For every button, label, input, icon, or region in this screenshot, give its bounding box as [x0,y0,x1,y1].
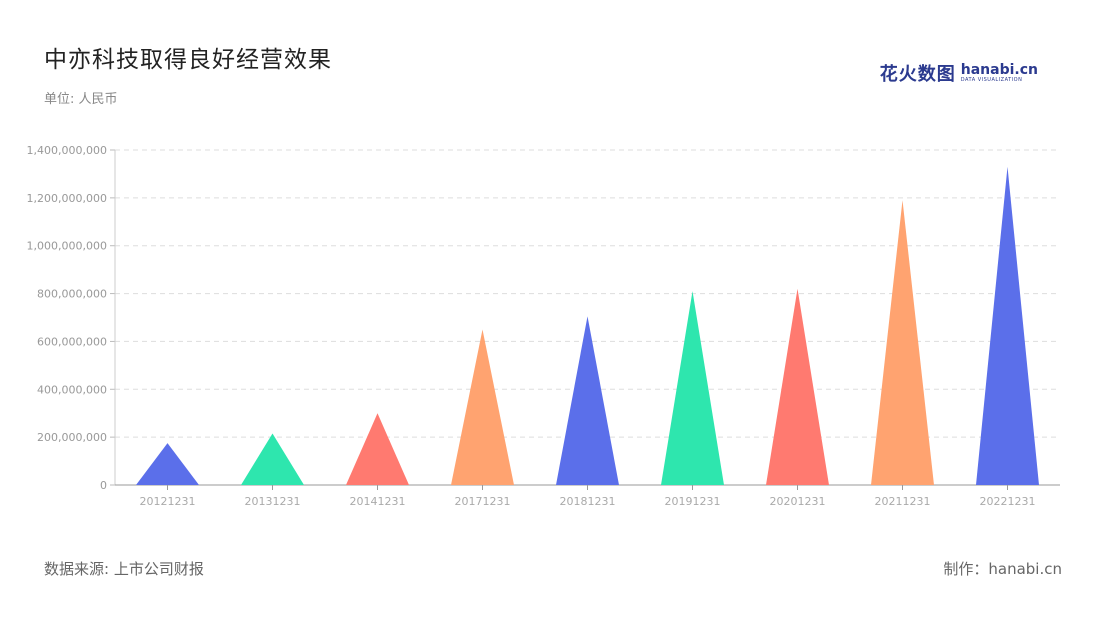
logo-en-subtext: DATA VISUALIZATION [960,77,1023,83]
brand-logo: 花火数图 hanabi.cn DATA VISUALIZATION [880,60,1038,86]
y-tick-label: 800,000,000 [37,288,107,301]
logo-en-text: hanabi.cn [960,62,1038,78]
data-source: 数据来源: 上市公司财报 [44,560,204,578]
y-tick-label: 0 [100,479,107,492]
x-tick-label: 20171231 [455,495,511,508]
bar-triangle-20221231 [976,166,1039,485]
x-tick-label: 20181231 [560,495,616,508]
x-tick-label: 20141231 [350,495,406,508]
bar-triangle-20121231 [136,443,199,485]
y-tick-label: 1,400,000,000 [27,144,107,157]
bar-triangle-20141231 [346,413,409,485]
bar-triangle-20171231 [451,329,514,485]
y-tick-label: 200,000,000 [37,431,107,444]
y-tick-label: 600,000,000 [37,335,107,348]
bar-triangle-20131231 [241,433,304,485]
x-tick-label: 20121231 [140,495,196,508]
x-tick-label: 20131231 [245,495,301,508]
x-tick-label: 20221231 [980,495,1036,508]
logo-en-block: hanabi.cn DATA VISUALIZATION [961,63,1038,83]
chart-title: 中亦科技取得良好经营效果 [44,47,332,73]
y-tick-label: 400,000,000 [37,383,107,396]
credit-label: 制作：hanabi.cn [943,560,1062,578]
x-tick-label: 20211231 [875,495,931,508]
bar-triangle-20181231 [556,316,619,485]
bar-triangle-20211231 [871,200,934,485]
bar-triangle-20201231 [766,288,829,485]
logo-cn-text: 花火数图 [879,64,956,85]
unit-label: 单位: 人民币 [44,92,118,107]
x-tick-label: 20191231 [665,495,721,508]
y-tick-label: 1,000,000,000 [27,240,107,253]
y-tick-label: 1,200,000,000 [27,192,107,205]
bar-triangle-20191231 [661,291,724,485]
x-tick-label: 20201231 [770,495,826,508]
